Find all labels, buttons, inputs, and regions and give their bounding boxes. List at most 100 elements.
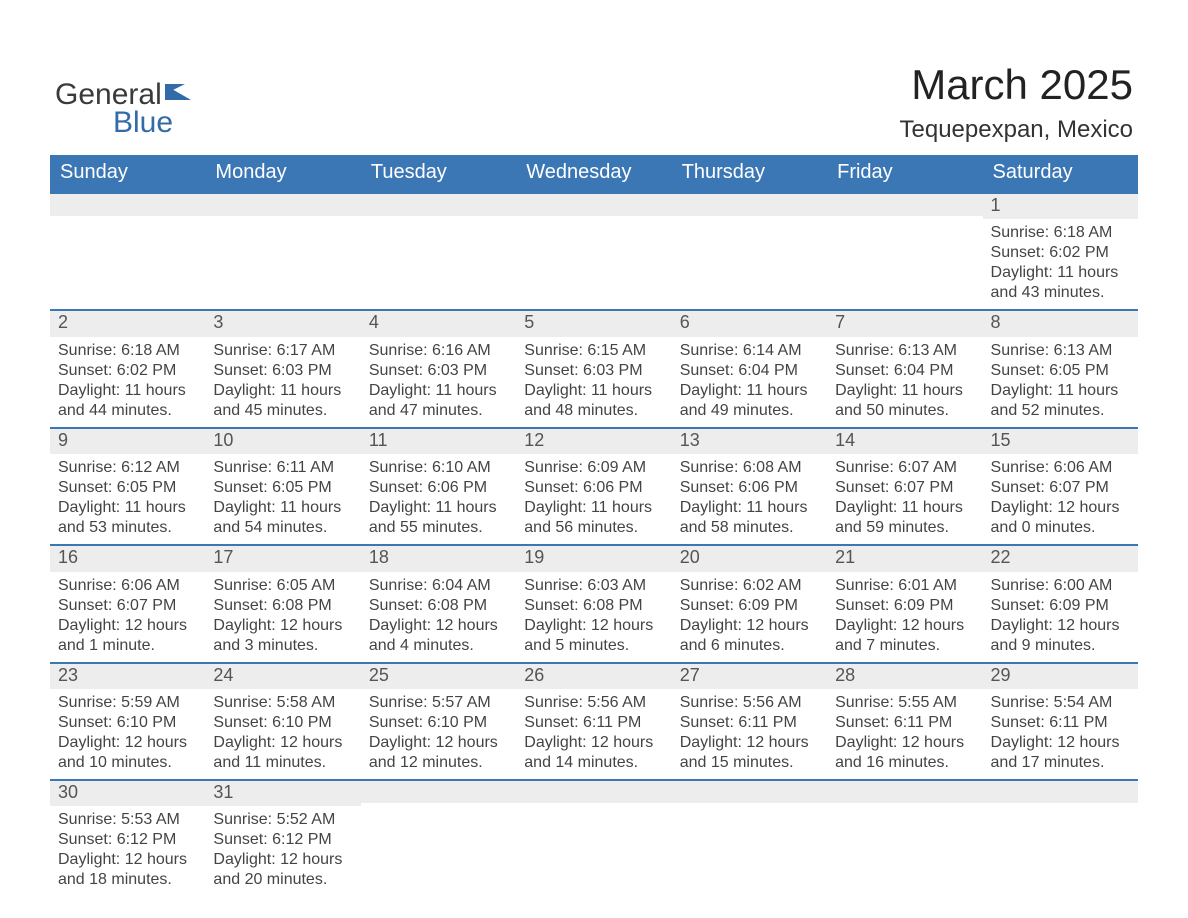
daylight-text: Daylight: 12 hours and 12 minutes. — [369, 733, 508, 773]
empty-cell — [827, 193, 982, 310]
sunrise-text: Sunrise: 5:52 AM — [213, 810, 352, 830]
day-number: 20 — [672, 546, 827, 571]
sunset-text: Sunset: 6:07 PM — [835, 478, 974, 498]
day-number: 13 — [672, 429, 827, 454]
day-cell: 10Sunrise: 6:11 AMSunset: 6:05 PMDayligh… — [205, 428, 360, 545]
daylight-text: Daylight: 11 hours and 44 minutes. — [58, 381, 197, 421]
day-number: 24 — [205, 664, 360, 689]
daylight-text: Daylight: 12 hours and 18 minutes. — [58, 850, 197, 890]
day-cell: 16Sunrise: 6:06 AMSunset: 6:07 PMDayligh… — [50, 545, 205, 662]
day-body: Sunrise: 6:07 AMSunset: 6:07 PMDaylight:… — [827, 454, 982, 544]
sunset-text: Sunset: 6:08 PM — [524, 596, 663, 616]
day-cell: 22Sunrise: 6:00 AMSunset: 6:09 PMDayligh… — [983, 545, 1138, 662]
day-cell: 7Sunrise: 6:13 AMSunset: 6:04 PMDaylight… — [827, 310, 982, 427]
day-number: 16 — [50, 546, 205, 571]
day-number: 3 — [205, 311, 360, 336]
week-row: 23Sunrise: 5:59 AMSunset: 6:10 PMDayligh… — [50, 663, 1138, 780]
daylight-text: Daylight: 11 hours and 47 minutes. — [369, 381, 508, 421]
sunrise-text: Sunrise: 6:05 AM — [213, 576, 352, 596]
day-cell: 27Sunrise: 5:56 AMSunset: 6:11 PMDayligh… — [672, 663, 827, 780]
sunset-text: Sunset: 6:04 PM — [680, 361, 819, 381]
sunrise-text: Sunrise: 5:56 AM — [680, 693, 819, 713]
sunset-text: Sunset: 6:05 PM — [213, 478, 352, 498]
day-body: Sunrise: 5:56 AMSunset: 6:11 PMDaylight:… — [672, 689, 827, 779]
day-number — [50, 194, 205, 216]
day-body: Sunrise: 6:01 AMSunset: 6:09 PMDaylight:… — [827, 572, 982, 662]
day-body: Sunrise: 6:06 AMSunset: 6:07 PMDaylight:… — [50, 572, 205, 662]
day-cell: 6Sunrise: 6:14 AMSunset: 6:04 PMDaylight… — [672, 310, 827, 427]
sunset-text: Sunset: 6:05 PM — [991, 361, 1130, 381]
day-number: 15 — [983, 429, 1138, 454]
daylight-text: Daylight: 12 hours and 7 minutes. — [835, 616, 974, 656]
day-body — [516, 216, 671, 286]
sunrise-text: Sunrise: 6:07 AM — [835, 458, 974, 478]
day-number: 28 — [827, 664, 982, 689]
sunset-text: Sunset: 6:02 PM — [991, 243, 1130, 263]
sunrise-text: Sunrise: 6:17 AM — [213, 341, 352, 361]
daylight-text: Daylight: 12 hours and 0 minutes. — [991, 498, 1130, 538]
sunrise-text: Sunrise: 6:00 AM — [991, 576, 1130, 596]
empty-cell — [205, 193, 360, 310]
day-number: 22 — [983, 546, 1138, 571]
day-number: 29 — [983, 664, 1138, 689]
daylight-text: Daylight: 12 hours and 17 minutes. — [991, 733, 1130, 773]
sunrise-text: Sunrise: 6:06 AM — [991, 458, 1130, 478]
header-right: March 2025 Tequepexpan, Mexico — [900, 62, 1133, 144]
day-cell: 4Sunrise: 6:16 AMSunset: 6:03 PMDaylight… — [361, 310, 516, 427]
dow-row: SundayMondayTuesdayWednesdayThursdayFrid… — [50, 155, 1138, 193]
day-cell: 12Sunrise: 6:09 AMSunset: 6:06 PMDayligh… — [516, 428, 671, 545]
day-cell: 1Sunrise: 6:18 AMSunset: 6:02 PMDaylight… — [983, 193, 1138, 310]
day-body — [361, 216, 516, 286]
dow-tuesday: Tuesday — [361, 155, 516, 193]
empty-cell — [672, 193, 827, 310]
day-body: Sunrise: 6:02 AMSunset: 6:09 PMDaylight:… — [672, 572, 827, 662]
sunset-text: Sunset: 6:06 PM — [369, 478, 508, 498]
daylight-text: Daylight: 11 hours and 58 minutes. — [680, 498, 819, 538]
day-number: 26 — [516, 664, 671, 689]
brand-logo: General Blue — [55, 80, 173, 138]
daylight-text: Daylight: 11 hours and 50 minutes. — [835, 381, 974, 421]
day-body: Sunrise: 6:18 AMSunset: 6:02 PMDaylight:… — [50, 337, 205, 427]
sunset-text: Sunset: 6:11 PM — [991, 713, 1130, 733]
day-cell: 21Sunrise: 6:01 AMSunset: 6:09 PMDayligh… — [827, 545, 982, 662]
daylight-text: Daylight: 11 hours and 54 minutes. — [213, 498, 352, 538]
day-cell: 19Sunrise: 6:03 AMSunset: 6:08 PMDayligh… — [516, 545, 671, 662]
sunrise-text: Sunrise: 5:58 AM — [213, 693, 352, 713]
empty-cell — [516, 193, 671, 310]
day-number — [516, 194, 671, 216]
daylight-text: Daylight: 11 hours and 45 minutes. — [213, 381, 352, 421]
day-body: Sunrise: 5:55 AMSunset: 6:11 PMDaylight:… — [827, 689, 982, 779]
day-number: 2 — [50, 311, 205, 336]
daylight-text: Daylight: 12 hours and 16 minutes. — [835, 733, 974, 773]
week-row: 16Sunrise: 6:06 AMSunset: 6:07 PMDayligh… — [50, 545, 1138, 662]
day-cell: 2Sunrise: 6:18 AMSunset: 6:02 PMDaylight… — [50, 310, 205, 427]
daylight-text: Daylight: 12 hours and 4 minutes. — [369, 616, 508, 656]
sunrise-text: Sunrise: 6:04 AM — [369, 576, 508, 596]
dow-thursday: Thursday — [672, 155, 827, 193]
day-body — [672, 803, 827, 873]
day-number: 11 — [361, 429, 516, 454]
day-number: 14 — [827, 429, 982, 454]
day-body — [50, 216, 205, 286]
empty-cell — [983, 780, 1138, 896]
daylight-text: Daylight: 11 hours and 53 minutes. — [58, 498, 197, 538]
daylight-text: Daylight: 12 hours and 6 minutes. — [680, 616, 819, 656]
day-number — [827, 781, 982, 803]
sunset-text: Sunset: 6:07 PM — [991, 478, 1130, 498]
day-cell: 17Sunrise: 6:05 AMSunset: 6:08 PMDayligh… — [205, 545, 360, 662]
dow-sunday: Sunday — [50, 155, 205, 193]
day-number — [983, 781, 1138, 803]
sunrise-text: Sunrise: 5:57 AM — [369, 693, 508, 713]
day-body: Sunrise: 6:09 AMSunset: 6:06 PMDaylight:… — [516, 454, 671, 544]
day-number: 23 — [50, 664, 205, 689]
day-number: 6 — [672, 311, 827, 336]
day-cell: 23Sunrise: 5:59 AMSunset: 6:10 PMDayligh… — [50, 663, 205, 780]
day-number: 30 — [50, 781, 205, 806]
day-cell: 24Sunrise: 5:58 AMSunset: 6:10 PMDayligh… — [205, 663, 360, 780]
day-body — [205, 216, 360, 286]
sunrise-text: Sunrise: 5:54 AM — [991, 693, 1130, 713]
day-body — [827, 216, 982, 286]
day-body: Sunrise: 6:03 AMSunset: 6:08 PMDaylight:… — [516, 572, 671, 662]
day-cell: 9Sunrise: 6:12 AMSunset: 6:05 PMDaylight… — [50, 428, 205, 545]
day-body: Sunrise: 6:12 AMSunset: 6:05 PMDaylight:… — [50, 454, 205, 544]
